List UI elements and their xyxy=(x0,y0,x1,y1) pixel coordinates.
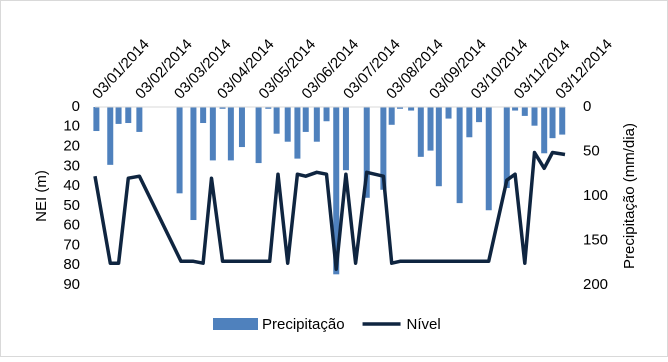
y-tick-label: 20 xyxy=(63,138,80,155)
bar xyxy=(190,107,197,221)
legend-swatch xyxy=(213,318,258,330)
y-axis-title: NEI (m) xyxy=(33,170,50,222)
bar xyxy=(397,107,404,109)
bar xyxy=(456,107,463,204)
bar xyxy=(323,107,330,122)
bar xyxy=(219,107,226,109)
bar xyxy=(427,107,434,151)
bar xyxy=(294,107,301,159)
y2-tick-label: 50 xyxy=(583,142,600,159)
bar xyxy=(302,107,309,132)
bar xyxy=(107,107,114,165)
bar xyxy=(209,107,216,161)
bar xyxy=(476,107,483,123)
bar xyxy=(238,107,245,148)
bar xyxy=(445,107,452,119)
bar xyxy=(176,107,183,194)
bar xyxy=(93,107,100,132)
bar xyxy=(342,107,349,171)
y-tick-label: 70 xyxy=(63,236,80,253)
bar xyxy=(363,107,370,198)
bar xyxy=(417,107,424,157)
bar xyxy=(125,107,132,124)
bar xyxy=(333,107,340,275)
bar xyxy=(284,107,291,142)
bar xyxy=(512,107,519,111)
bar xyxy=(313,107,320,142)
y2-axis-title: Precipitação (mm/dia) xyxy=(621,123,638,269)
bar xyxy=(265,107,272,109)
y-tick-label: 0 xyxy=(72,98,80,115)
y-tick-label: 90 xyxy=(63,276,80,293)
bar xyxy=(466,107,473,138)
bar xyxy=(380,107,387,190)
bar xyxy=(559,107,566,135)
bar xyxy=(531,107,538,126)
legend-label: Precipitação xyxy=(262,316,345,333)
bar xyxy=(136,107,143,132)
y-tick-label: 50 xyxy=(63,197,80,214)
bar xyxy=(408,107,415,111)
bar xyxy=(435,107,442,187)
y2-tick-label: 150 xyxy=(583,231,608,248)
bar xyxy=(273,107,280,134)
y-tick-label: 60 xyxy=(63,217,80,234)
y2-tick-label: 0 xyxy=(583,98,591,115)
line xyxy=(93,150,566,271)
y2-tick-label: 200 xyxy=(583,276,608,293)
y2-tick-label: 100 xyxy=(583,187,608,204)
bar xyxy=(521,107,528,116)
y-tick-label: 80 xyxy=(63,256,80,273)
y-tick-label: 10 xyxy=(63,118,80,135)
y-tick-label: 40 xyxy=(63,177,80,194)
bar xyxy=(541,107,548,154)
bar xyxy=(485,107,492,211)
bar xyxy=(388,107,395,125)
bar xyxy=(549,107,556,139)
bar xyxy=(227,107,234,161)
y-tick-label: 30 xyxy=(63,157,80,174)
legend-label: Nível xyxy=(407,316,441,333)
bar xyxy=(115,107,122,124)
bar xyxy=(255,107,262,164)
bar xyxy=(503,107,510,188)
bar xyxy=(200,107,207,124)
